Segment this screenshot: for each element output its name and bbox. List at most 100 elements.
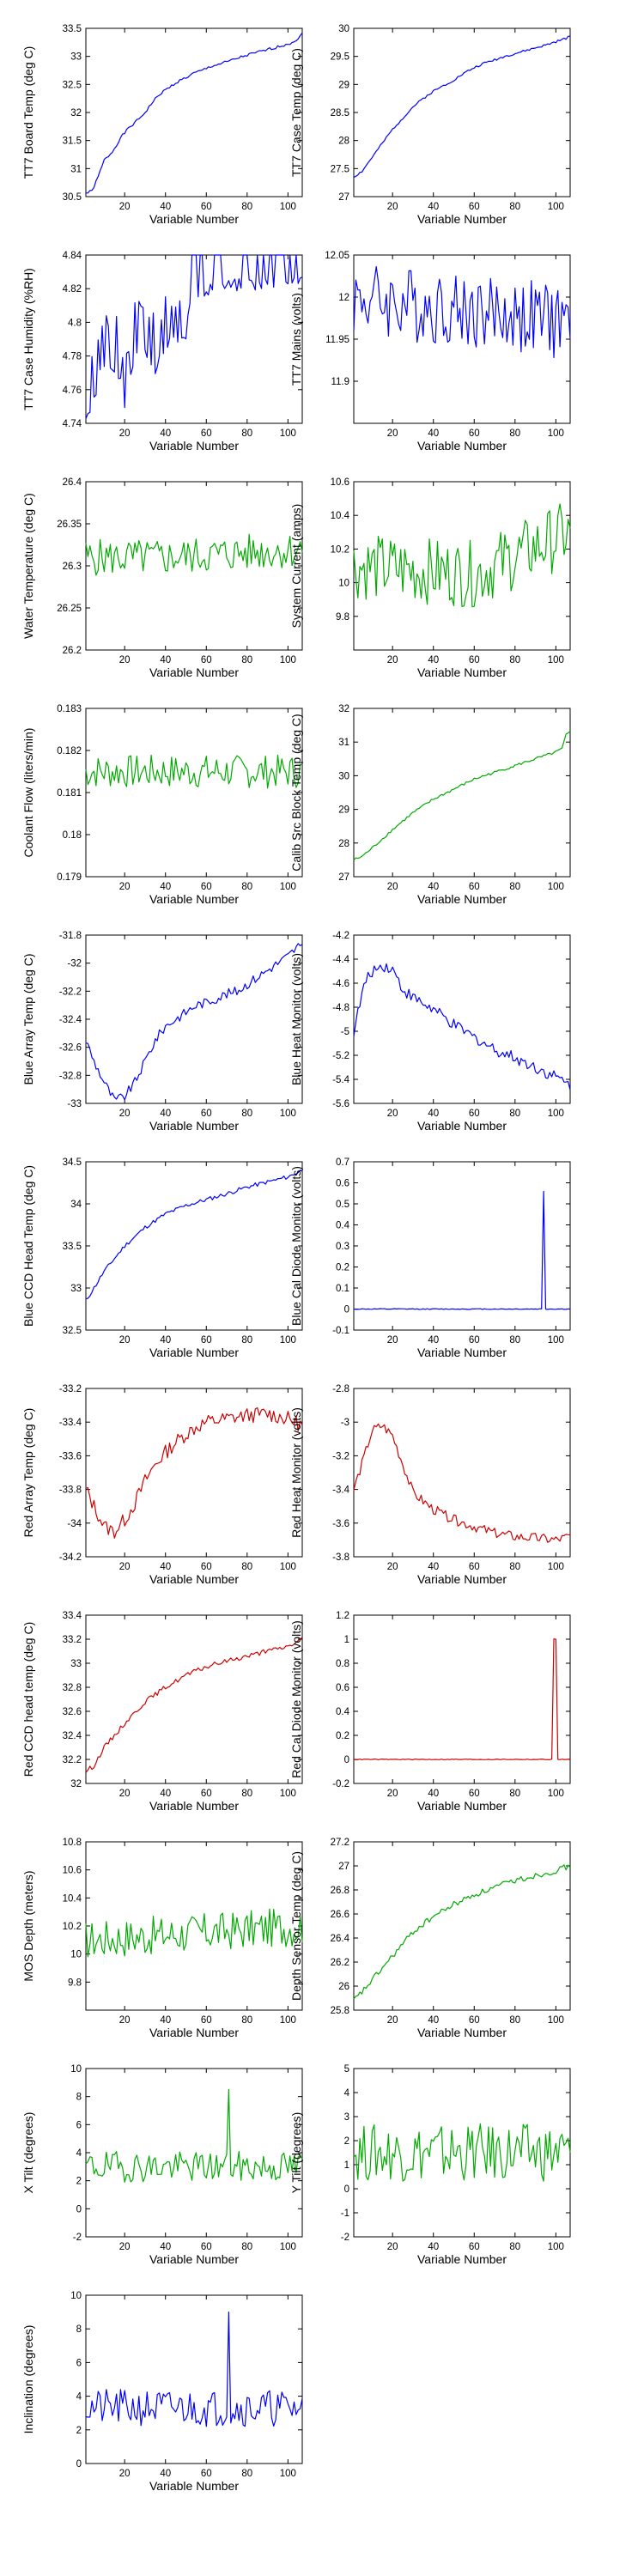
x-tick-label: 20 xyxy=(119,428,131,439)
plot-frame xyxy=(353,2068,571,2238)
y-tick-label: 28 xyxy=(338,839,349,849)
x-tick-label: 100 xyxy=(548,1335,564,1346)
x-axis-label: Variable Number xyxy=(417,1572,507,1586)
y-tick-label: -33.2 xyxy=(59,1384,82,1394)
y-tick-label: 26.4 xyxy=(63,477,82,488)
plot-frame xyxy=(85,2068,303,2238)
x-tick-label: 20 xyxy=(387,202,398,212)
y-tick-label: -0.2 xyxy=(332,1779,349,1789)
y-tick-label: 4 xyxy=(344,2088,350,2099)
plot-frame xyxy=(353,1388,571,1558)
x-tick-label: 80 xyxy=(241,1789,252,1799)
y-tick-label: 0.1 xyxy=(336,1284,349,1294)
chart-panel: 20 40 60 80 100 32 32.2 32.4 32.6 32.8 33 33.2 33.4 V… xyxy=(21,1611,303,1813)
y-tick-label: 31.5 xyxy=(63,137,82,147)
y-tick-label: -33 xyxy=(67,1099,82,1109)
series-line xyxy=(353,503,571,608)
x-tick-label: 40 xyxy=(160,2242,171,2252)
series-line xyxy=(85,2312,303,2427)
y-tick-label: 11.95 xyxy=(325,335,349,345)
series-line xyxy=(353,1864,571,2000)
chart-panel: 20 40 60 80 100 -0.2 0 0.2 0.4 0.6 0.8 1 1.2 Variable… xyxy=(289,1611,571,1813)
chart-panel: 20 40 60 80 100 -2 -1 0 1 2 3 4 5 Variable Number Y Ti… xyxy=(289,2064,571,2266)
x-tick-label: 80 xyxy=(509,2242,520,2252)
x-tick-label: 40 xyxy=(160,1335,171,1346)
y-tick-label: -34 xyxy=(67,1519,82,1529)
chart-panel: 20 40 60 80 100 -33 -32.8 -32.6 -32.4 -32.2 -32 -31… xyxy=(21,931,303,1133)
x-tick-label: 40 xyxy=(428,655,439,665)
y-axis-label: Calib Src Block Temp (deg C) xyxy=(289,714,303,871)
y-tick-label: -33.4 xyxy=(59,1418,82,1428)
y-tick-label: 0.4 xyxy=(336,1707,350,1717)
y-tick-label: 6 xyxy=(76,2358,82,2368)
y-axis-label: Red CCD head temp (deg C) xyxy=(21,1622,35,1777)
x-tick-label: 60 xyxy=(469,202,480,212)
y-tick-label: 34 xyxy=(70,1200,82,1210)
y-tick-label: 4.82 xyxy=(63,284,82,295)
y-tick-label: 10.6 xyxy=(331,477,349,488)
y-tick-label: -3.2 xyxy=(332,1451,349,1461)
x-tick-label: 80 xyxy=(509,202,520,212)
y-axis-label: Red Heat Monitor (volts) xyxy=(289,1407,303,1538)
x-tick-label: 80 xyxy=(241,1109,252,1119)
y-tick-label: 32 xyxy=(70,108,82,118)
y-tick-label: 0 xyxy=(344,1755,349,1765)
y-tick-label: 8 xyxy=(76,2324,82,2335)
x-tick-label: 20 xyxy=(387,2242,398,2252)
x-tick-label: 80 xyxy=(509,1789,520,1799)
x-tick-label: 100 xyxy=(280,2242,296,2252)
x-axis-label: Variable Number xyxy=(417,439,507,453)
x-axis-label: Variable Number xyxy=(149,1119,239,1133)
series-line xyxy=(353,730,571,861)
x-tick-label: 20 xyxy=(387,655,398,665)
plot-frame xyxy=(85,1841,303,2011)
series-line xyxy=(85,1637,303,1773)
x-axis-label: Variable Number xyxy=(149,2026,239,2039)
y-tick-label: -4.4 xyxy=(332,955,349,965)
x-axis-label: Variable Number xyxy=(149,665,239,679)
x-tick-label: 80 xyxy=(241,2015,252,2026)
x-tick-label: 60 xyxy=(201,1335,212,1346)
plot-frame xyxy=(85,1388,303,1558)
plot-frame xyxy=(85,27,303,197)
y-tick-label: 32.6 xyxy=(63,1707,82,1717)
x-tick-label: 60 xyxy=(469,428,480,439)
x-tick-label: 100 xyxy=(280,428,296,439)
x-axis-label: Variable Number xyxy=(417,2026,507,2039)
x-tick-label: 80 xyxy=(509,1109,520,1119)
x-tick-label: 40 xyxy=(428,1789,439,1799)
x-tick-label: 80 xyxy=(509,882,520,892)
y-tick-label: 2 xyxy=(76,2177,82,2187)
chart-panel: 20 40 60 80 100 9.8 10 10.2 10.4 10.6 10.8 Variable… xyxy=(21,1838,303,2039)
x-tick-label: 20 xyxy=(119,1562,131,1572)
x-axis-label: Variable Number xyxy=(149,892,239,906)
x-tick-label: 40 xyxy=(160,428,171,439)
y-axis-label: Coolant Flow (liters/min) xyxy=(21,728,35,858)
y-axis-label: Blue Cal Diode Monitor (volts) xyxy=(289,1166,303,1326)
x-tick-label: 40 xyxy=(428,428,439,439)
y-tick-label: -32.8 xyxy=(59,1071,82,1081)
y-tick-label: -3 xyxy=(341,1418,349,1428)
y-tick-label: 31 xyxy=(70,164,82,174)
x-tick-label: 100 xyxy=(548,202,564,212)
y-tick-label: 4.78 xyxy=(63,352,82,362)
x-axis-label: Variable Number xyxy=(149,2479,239,2493)
x-axis-label: Variable Number xyxy=(417,212,507,226)
x-tick-label: 80 xyxy=(241,655,252,665)
y-tick-label: 8 xyxy=(76,2093,82,2103)
x-tick-label: 40 xyxy=(160,1109,171,1119)
x-tick-label: 60 xyxy=(469,655,480,665)
y-tick-label: 26.3 xyxy=(63,562,82,572)
series-line xyxy=(85,2088,303,2183)
x-tick-label: 80 xyxy=(509,655,520,665)
y-axis-label: TT7 Case Humidity (%RH) xyxy=(21,268,35,410)
y-axis-label: TT7 Board Temp (deg C) xyxy=(21,46,35,179)
y-tick-label: 32 xyxy=(338,704,349,714)
x-tick-label: 100 xyxy=(548,428,564,439)
chart-panel: 20 40 60 80 100 27 28 29 30 31 32 Variable Number Ca… xyxy=(289,704,571,906)
y-tick-label: 1 xyxy=(344,2160,349,2171)
chart-panel: 20 40 60 80 100 -3.8 -3.6 -3.4 -3.2 -3 -2.8 Variabl… xyxy=(289,1384,571,1586)
x-tick-label: 20 xyxy=(119,202,131,212)
x-tick-label: 60 xyxy=(469,2242,480,2252)
y-tick-label: 10 xyxy=(70,2064,82,2075)
